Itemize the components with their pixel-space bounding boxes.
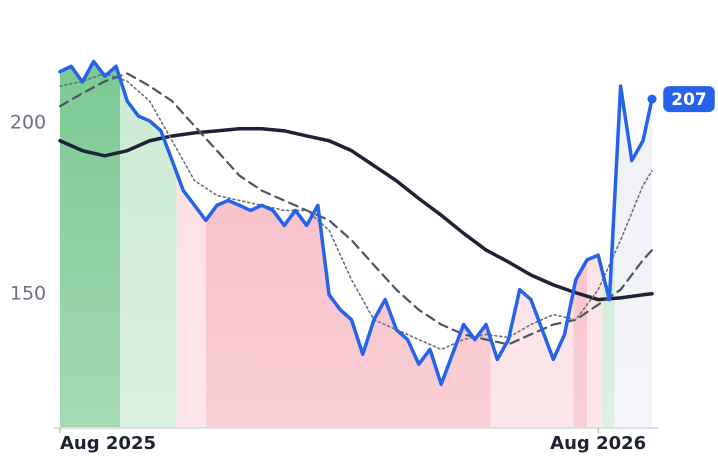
regime-bands: [60, 61, 652, 427]
last-price-dot: [647, 94, 657, 104]
y-tick-label: 150: [10, 282, 46, 304]
y-tick-label: 200: [10, 111, 46, 133]
moving-average-line: [58, 72, 654, 346]
price-line: [58, 59, 654, 387]
last-price-label: 207: [671, 90, 707, 110]
x-tick-label: Aug 2026: [550, 433, 646, 454]
moving-average-line: [59, 72, 653, 351]
x-tick-label: Aug 2025: [60, 433, 156, 454]
band-fade: [60, 61, 652, 427]
last-price-badge: [663, 86, 715, 113]
moving-average-line: [58, 127, 654, 302]
